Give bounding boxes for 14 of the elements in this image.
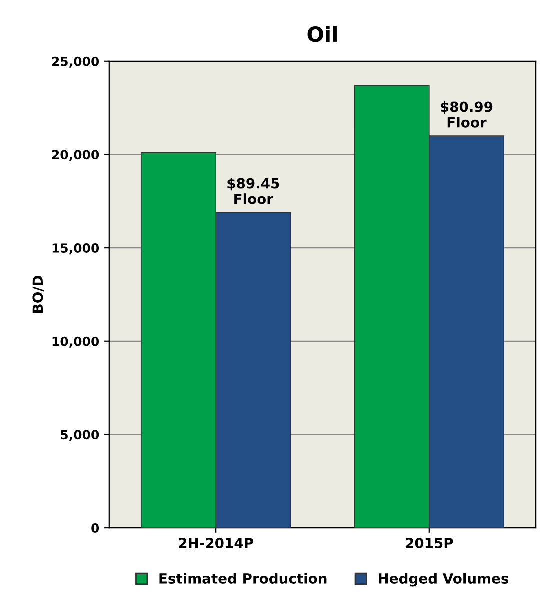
x-tick-label: 2H-2014P bbox=[179, 538, 254, 549]
y-tick-label: 25,000 bbox=[52, 56, 100, 68]
x-tick-label: 2015P bbox=[406, 538, 454, 549]
annotation: $80.99 Floor bbox=[441, 102, 493, 128]
y-tick-label: 20,000 bbox=[52, 150, 100, 162]
annotation: $89.45 Floor bbox=[228, 178, 280, 204]
chart-title: Oil bbox=[308, 26, 337, 42]
legend-label: Estimated Production bbox=[160, 573, 327, 584]
y-tick-label: 0 bbox=[92, 524, 100, 533]
legend-label: Hedged Volumes bbox=[379, 573, 509, 587]
y-tick-label: 15,000 bbox=[52, 244, 100, 255]
y-tick-label: 5,000 bbox=[61, 430, 100, 442]
y-axis-title: BO/D bbox=[32, 276, 44, 313]
y-tick-label: 10,000 bbox=[52, 336, 100, 348]
